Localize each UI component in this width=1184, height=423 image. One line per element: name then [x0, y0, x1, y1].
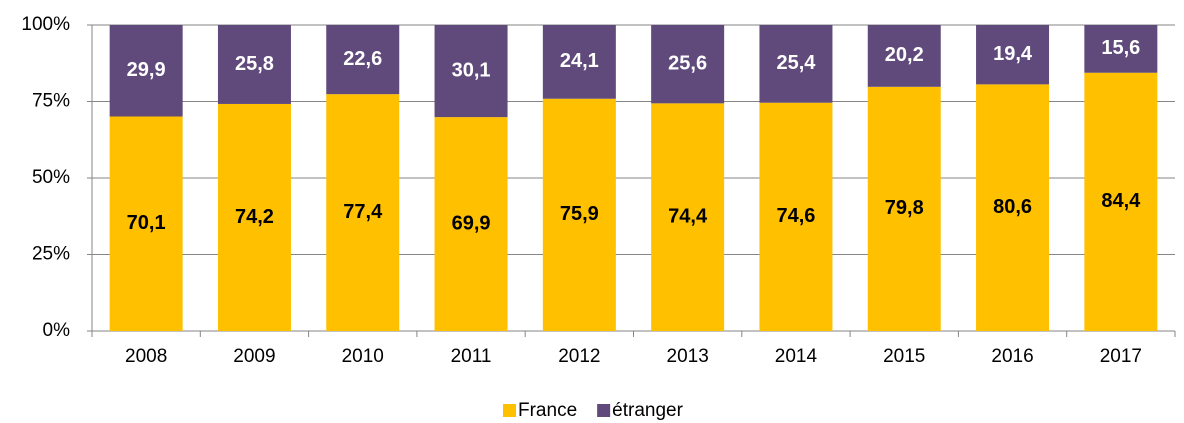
bar-segment	[867, 25, 941, 87]
bar-segment	[651, 25, 725, 104]
bar-segment	[542, 25, 616, 99]
data-label: 25,8	[235, 53, 274, 75]
data-label: 77,4	[343, 201, 383, 223]
y-tick-label: 75%	[32, 91, 70, 112]
bar-segment	[434, 25, 508, 118]
bar-segment	[109, 116, 183, 331]
legend-label: France	[518, 400, 577, 421]
data-label: 79,8	[885, 197, 924, 219]
legend-swatch	[503, 404, 516, 417]
x-tick-label: 2017	[1100, 346, 1142, 367]
data-label: 84,4	[1101, 190, 1141, 212]
bar-segment	[217, 103, 291, 331]
data-label: 30,1	[452, 59, 491, 81]
data-label: 22,6	[343, 48, 382, 70]
x-tick-label: 2009	[233, 346, 275, 367]
y-tick-label: 25%	[32, 244, 70, 265]
x-tick-label: 2014	[775, 346, 818, 367]
bar-segment	[217, 25, 291, 104]
data-label: 29,9	[127, 59, 166, 81]
bar-segment	[1084, 25, 1158, 73]
x-tick-label: 2015	[883, 346, 925, 367]
x-tick-label: 2010	[342, 346, 384, 367]
bar-segment	[651, 103, 725, 331]
x-tick-label: 2016	[991, 346, 1033, 367]
bar-segment	[326, 25, 400, 95]
bar-segment	[434, 117, 508, 331]
bar-segment	[109, 25, 183, 117]
data-label: 20,2	[885, 44, 924, 66]
data-label: 74,6	[776, 205, 815, 227]
x-tick-label: 2012	[558, 346, 600, 367]
data-label: 74,2	[235, 206, 274, 228]
data-label: 74,4	[668, 205, 708, 227]
data-label: 25,4	[776, 52, 816, 74]
data-label: 80,6	[993, 196, 1032, 218]
y-tick-label: 50%	[32, 167, 70, 188]
x-tick-label: 2011	[451, 346, 492, 367]
legend-swatch	[597, 404, 611, 417]
data-label: 75,9	[560, 203, 599, 225]
data-label: 25,6	[668, 52, 707, 74]
bar-segment	[867, 86, 941, 331]
bar-segment	[326, 94, 400, 331]
data-label: 15,6	[1101, 37, 1140, 59]
x-tick-label: 2008	[125, 346, 167, 367]
bar-segment	[542, 98, 616, 331]
bar-segment	[759, 102, 833, 331]
x-tick-label: 2013	[667, 346, 709, 367]
bar-segment	[976, 25, 1050, 85]
data-label: 24,1	[560, 50, 599, 72]
bar-segment	[759, 25, 833, 103]
legend-label: étranger	[612, 400, 683, 421]
bar-segment	[976, 84, 1050, 331]
data-label: 70,1	[127, 212, 166, 234]
bar-segment	[1084, 72, 1158, 332]
y-tick-label: 0%	[43, 320, 71, 341]
data-label: 69,9	[452, 212, 491, 234]
data-label: 19,4	[993, 43, 1033, 65]
y-tick-label: 100%	[21, 14, 70, 35]
